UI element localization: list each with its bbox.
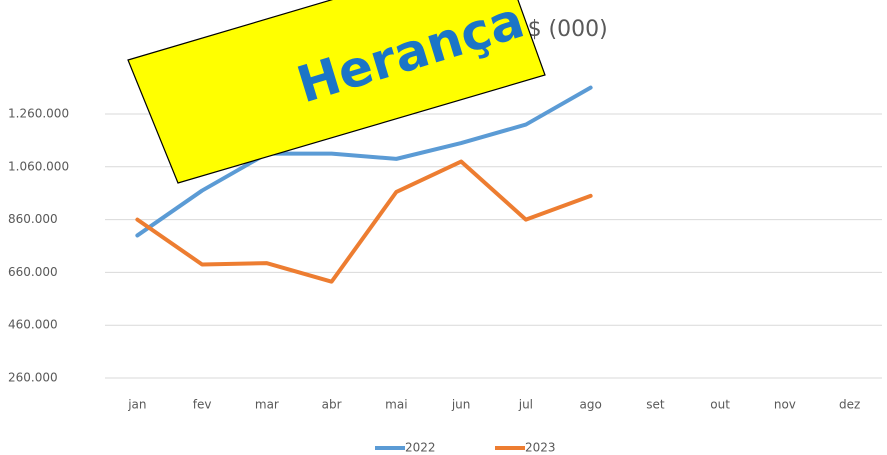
x-tick-label: ago: [579, 398, 601, 412]
sticker: Herança: [127, 0, 546, 184]
x-tick-label: dez: [839, 398, 860, 412]
x-tick-label: mai: [385, 398, 407, 412]
y-tick-label: 1.260.000: [8, 107, 69, 121]
x-tick-label: set: [646, 398, 665, 412]
y-tick-label: 660.000: [8, 265, 58, 279]
x-tick-label: out: [710, 398, 730, 412]
x-tick-label: jan: [127, 398, 146, 412]
x-tick-label: jun: [451, 398, 471, 412]
x-tick-label: mar: [255, 398, 279, 412]
x-tick-label: abr: [322, 398, 342, 412]
y-tick-label: 460.000: [8, 318, 58, 332]
legend-label: 2022: [405, 441, 436, 455]
x-tick-label: jul: [518, 398, 533, 412]
y-tick-label: 860.000: [8, 212, 58, 226]
sticker-background: [127, 0, 546, 184]
y-tick-label: 1.060.000: [8, 159, 69, 173]
plot-area: 260.000 460.000 660.000 860.000 1.060.000 1.2…: [8, 85, 882, 455]
x-tick-label: nov: [774, 398, 796, 412]
x-tick-label: fev: [193, 398, 212, 412]
y-tick-label: 260.000: [8, 371, 58, 385]
series-line: [135, 85, 593, 238]
legend-label: 2023: [525, 441, 556, 455]
series-line: [135, 159, 593, 284]
